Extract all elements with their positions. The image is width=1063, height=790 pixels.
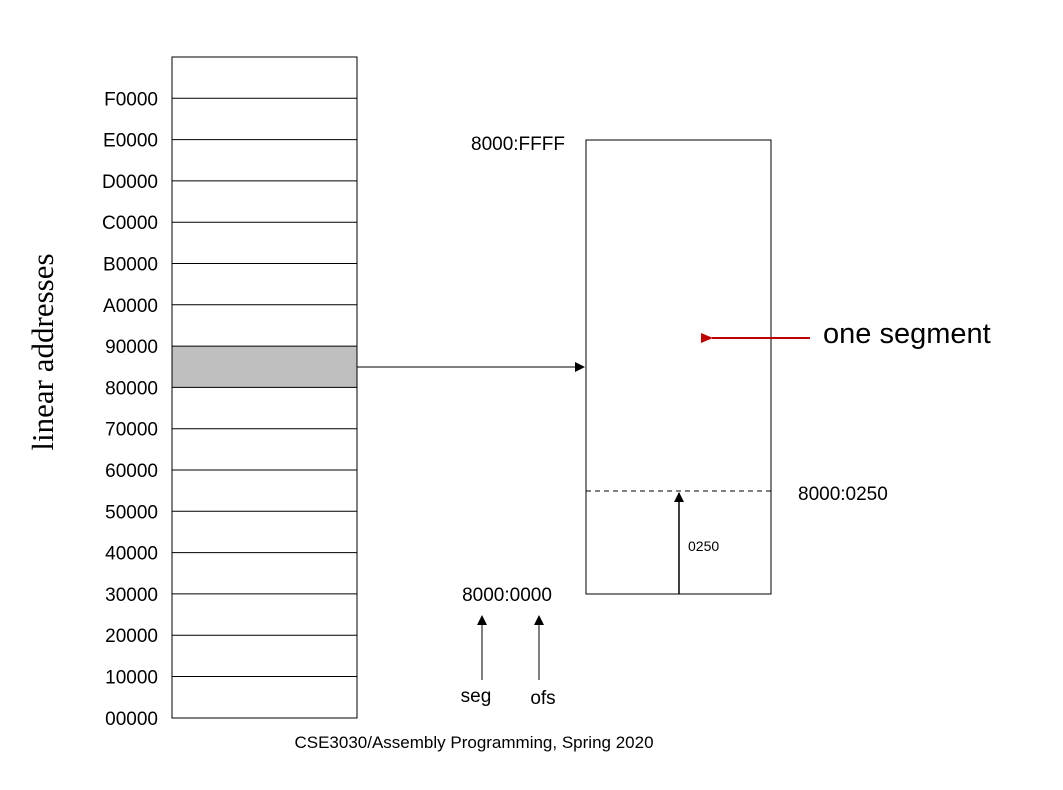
- memory-address-label: 50000: [105, 502, 158, 523]
- segment-top-label: 8000:FFFF: [471, 134, 565, 155]
- memory-address-label: 80000: [105, 378, 158, 399]
- memory-address-label: D0000: [102, 172, 158, 193]
- memory-address-label: C0000: [102, 213, 158, 234]
- offset-value-label: 0250: [688, 538, 719, 554]
- memory-address-label: A0000: [103, 296, 158, 317]
- memory-address-label: 10000: [105, 668, 158, 689]
- memory-address-label: 60000: [105, 461, 158, 482]
- memory-address-label: F0000: [104, 89, 158, 110]
- ofs-label: ofs: [530, 688, 555, 709]
- memory-dividers: [172, 97, 357, 677]
- memory-map: F0000 E0000 D0000 C0000 B0000 A0000 90000 80000…: [102, 56, 358, 730]
- seg-label: seg: [461, 686, 492, 707]
- segment-callout-label: one segment: [823, 318, 991, 350]
- memory-address-labels: F0000 E0000 D0000 C0000 B0000 A0000 90000 80000…: [102, 89, 158, 730]
- memory-address-label: 40000: [105, 544, 158, 565]
- footer-caption: CSE3030/Assembly Programming, Spring 202…: [294, 733, 653, 752]
- offset-mark-label: 8000:0250: [798, 484, 888, 505]
- memory-address-label: E0000: [103, 131, 158, 152]
- memory-highlight-segment: [172, 346, 357, 388]
- linear-addresses-label: linear addresses: [25, 253, 60, 450]
- memory-address-label: B0000: [103, 255, 158, 276]
- segment-bottom-label: 8000:0000: [462, 585, 552, 606]
- memory-address-label: 90000: [105, 337, 158, 358]
- memory-address-label: 30000: [105, 585, 158, 606]
- memory-address-label: 20000: [105, 626, 158, 647]
- memory-address-label: 70000: [105, 420, 158, 441]
- memory-address-label: 00000: [105, 709, 158, 730]
